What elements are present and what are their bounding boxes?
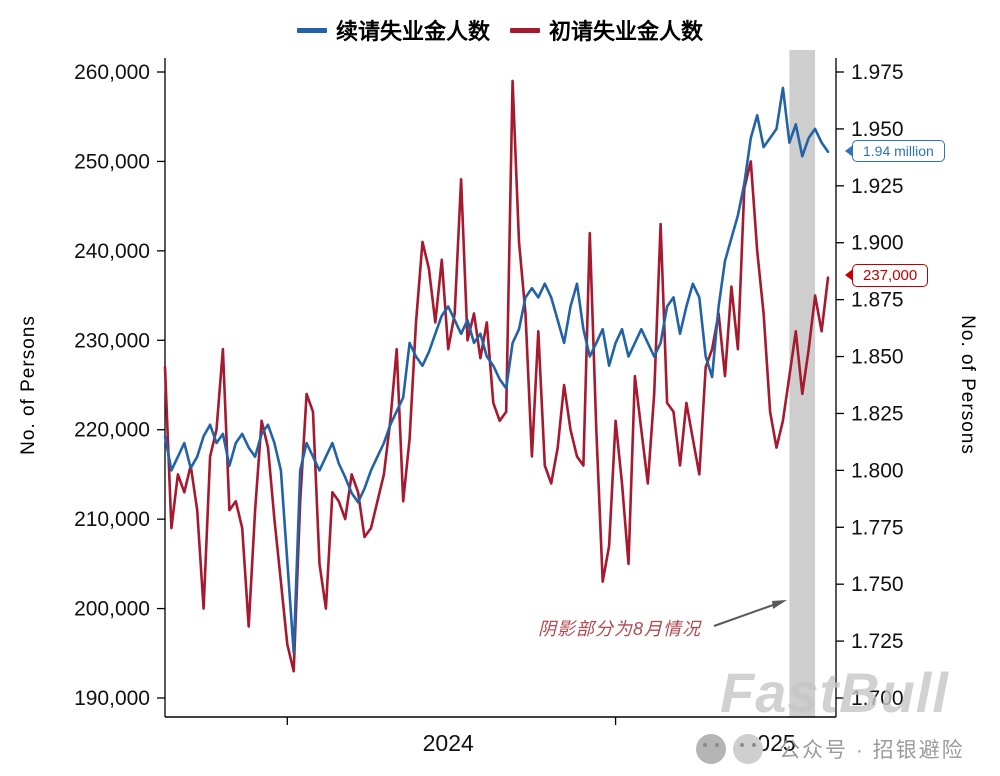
svg-text:1.775: 1.775 [851, 516, 904, 539]
svg-text:2024: 2024 [423, 730, 474, 756]
chart-legend: 续请失业金人数 初请失业金人数 [0, 14, 1000, 46]
callout-value: 237,000 [863, 266, 918, 284]
callout-arrow-left-icon [845, 269, 853, 282]
left-axis-title: No. of Persons [18, 315, 39, 455]
svg-text:1.875: 1.875 [851, 289, 904, 312]
latest-value-callout-initial-claims: 237,000 [845, 263, 929, 287]
svg-text:1.925: 1.925 [851, 175, 904, 198]
emoji-sticker-icon [733, 734, 763, 764]
svg-text:1.725: 1.725 [851, 630, 904, 653]
svg-text:1.825: 1.825 [851, 402, 904, 425]
right-axis-title: No. of Persons [957, 315, 978, 455]
svg-text:230,000: 230,000 [74, 329, 150, 352]
watermark-fastbull: FastBull [720, 661, 949, 724]
svg-text:260,000: 260,000 [74, 61, 150, 84]
svg-text:1.975: 1.975 [851, 61, 904, 84]
svg-text:1.900: 1.900 [851, 232, 904, 255]
shaded-region-annotation: 阴影部分为8月情况 [538, 619, 702, 639]
wechat-account-label: 公众号 · 招银避险 [779, 739, 965, 762]
svg-text:240,000: 240,000 [74, 240, 150, 263]
svg-text:190,000: 190,000 [74, 687, 150, 710]
legend-item-initial-claims: 初请失业金人数 [510, 14, 703, 46]
legend-label-initial-claims: 初请失业金人数 [549, 19, 704, 44]
legend-line-swatch-red [510, 27, 540, 33]
legend-label-continuing-claims: 续请失业金人数 [335, 19, 490, 44]
emoji-sticker-icon [696, 734, 726, 764]
svg-text:220,000: 220,000 [74, 419, 150, 442]
svg-text:1.850: 1.850 [851, 346, 904, 369]
svg-text:210,000: 210,000 [74, 508, 150, 531]
svg-text:1.950: 1.950 [851, 118, 904, 141]
footer-social-strip: 公众号 · 招银避险 [662, 722, 965, 776]
callout-arrow-left-icon [845, 144, 853, 157]
legend-item-continuing-claims: 续请失业金人数 [296, 14, 490, 46]
svg-text:1.750: 1.750 [851, 573, 904, 596]
svg-text:1.800: 1.800 [851, 459, 904, 482]
callout-value: 1.94 million [863, 142, 934, 159]
latest-value-callout-continuing-claims: 1.94 million [845, 139, 945, 162]
legend-line-swatch-blue [296, 27, 327, 33]
svg-text:1.700: 1.700 [851, 687, 904, 710]
svg-text:250,000: 250,000 [74, 150, 150, 173]
svg-text:200,000: 200,000 [74, 598, 150, 621]
